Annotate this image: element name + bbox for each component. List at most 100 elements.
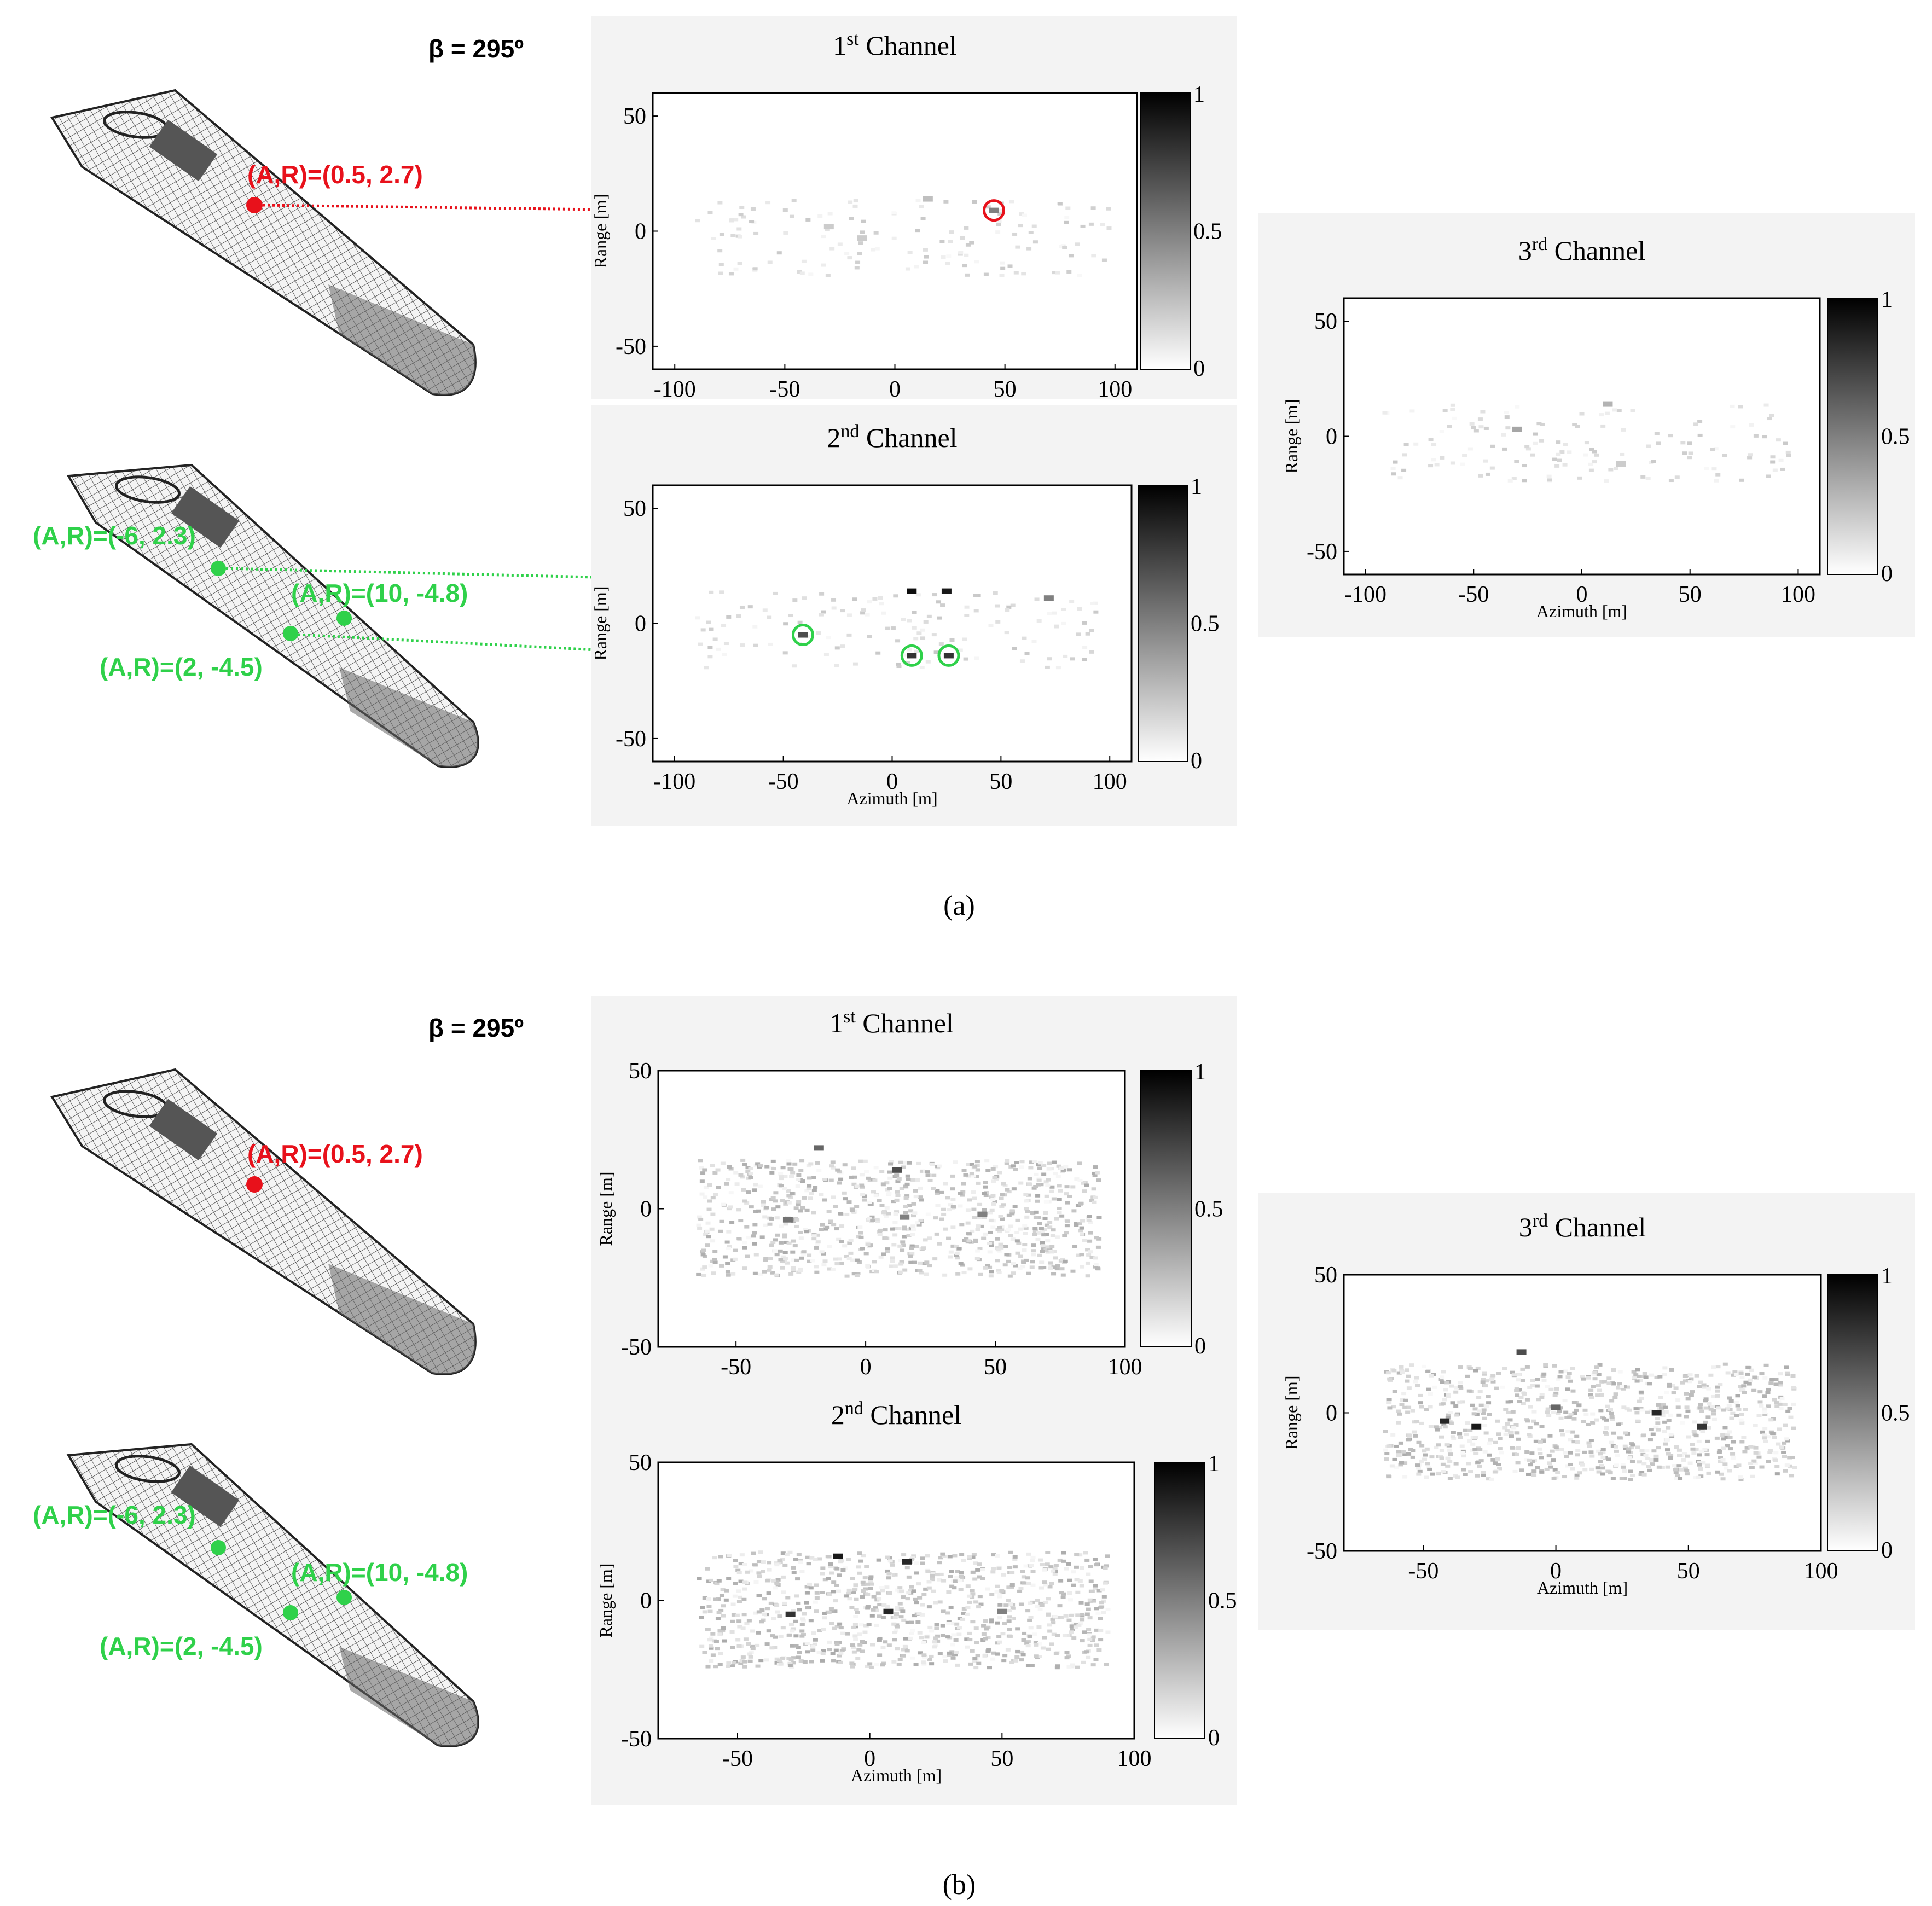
clutter-pixel — [1719, 1472, 1724, 1476]
clutter-pixel — [1485, 472, 1490, 476]
clutter-pixel — [877, 1228, 883, 1232]
clutter-pixel — [800, 1619, 806, 1623]
clutter-pixel — [783, 1222, 788, 1226]
clutter-pixel — [993, 1165, 999, 1169]
clutter-pixel — [1036, 1163, 1041, 1167]
clutter-pixel — [872, 1178, 878, 1182]
clutter-pixel — [1525, 1419, 1530, 1423]
clutter-pixel — [1778, 1383, 1783, 1387]
clutter-pixel — [941, 1207, 947, 1211]
clutter-pixel — [1774, 1465, 1780, 1468]
clutter-pixel — [1462, 454, 1467, 457]
plot-area — [1343, 1274, 1822, 1552]
clutter-pixel — [1638, 1379, 1643, 1382]
clutter-pixel — [733, 267, 739, 271]
clutter-pixel — [706, 620, 711, 624]
clutter-pixel — [1657, 1375, 1663, 1379]
clutter-pixel — [894, 1623, 900, 1627]
clutter-pixel — [1653, 1458, 1659, 1462]
clutter-pixel — [1441, 1470, 1446, 1474]
clutter-pixel — [988, 1274, 994, 1278]
clutter-pixel — [1042, 1568, 1047, 1572]
clutter-pixel — [820, 1590, 825, 1594]
clutter-pixel — [901, 1595, 906, 1599]
clutter-pixel — [837, 242, 843, 246]
clutter-pixel — [1472, 1407, 1478, 1411]
clutter-pixel — [780, 1266, 785, 1270]
clutter-pixel — [1004, 1161, 1009, 1165]
clutter-pixel — [777, 1614, 782, 1618]
clutter-pixel — [1785, 1439, 1790, 1443]
clutter-pixel — [970, 1555, 976, 1559]
clutter-pixel — [1063, 1259, 1068, 1263]
clutter-pixel — [1555, 1471, 1560, 1474]
clutter-pixel — [1390, 1433, 1396, 1437]
clutter-pixel — [1516, 1437, 1521, 1441]
clutter-pixel — [1034, 1643, 1039, 1647]
clutter-pixel — [1101, 258, 1107, 262]
clutter-pixel — [1733, 1465, 1739, 1468]
clutter-pixel — [1716, 1450, 1722, 1454]
clutter-pixel — [794, 1594, 799, 1598]
clutter-pixel — [705, 1628, 710, 1631]
clutter-pixel — [862, 1194, 867, 1198]
clutter-pixel — [720, 1628, 726, 1632]
red-arrow — [262, 204, 979, 224]
clutter-pixel — [1619, 1385, 1624, 1388]
clutter-pixel — [1646, 1465, 1651, 1468]
clutter-pixel — [1081, 1660, 1086, 1664]
clutter-pixel — [845, 1632, 850, 1636]
clutter-pixel — [1403, 1398, 1408, 1402]
clutter-pixel — [976, 1661, 982, 1665]
clutter-pixel — [963, 657, 968, 661]
clutter-pixel — [987, 1250, 993, 1254]
clutter-pixel — [1028, 1626, 1034, 1630]
clutter-pixel — [1100, 223, 1105, 226]
clutter-pixel — [1089, 1589, 1095, 1593]
clutter-pixel — [1431, 443, 1437, 446]
scatterer-peak — [814, 1145, 824, 1151]
clutter-pixel — [1440, 1402, 1446, 1406]
clutter-pixel — [1029, 1664, 1035, 1667]
clutter-pixel — [700, 1171, 706, 1175]
clutter-pixel — [960, 1190, 966, 1194]
clutter-pixel — [1412, 1420, 1417, 1424]
clutter-pixel — [1022, 1581, 1027, 1585]
clutter-pixel — [793, 1206, 799, 1210]
clutter-pixel — [947, 1208, 952, 1212]
clutter-pixel — [1496, 1372, 1501, 1375]
clutter-pixel — [1023, 1231, 1028, 1235]
clutter-pixel — [1588, 1450, 1594, 1454]
clutter-pixel — [1486, 1477, 1491, 1481]
clutter-pixel — [860, 611, 866, 615]
clutter-pixel — [884, 1585, 890, 1589]
clutter-pixel — [1617, 1370, 1623, 1374]
clutter-pixel — [1694, 1374, 1699, 1378]
clutter-pixel — [1715, 1365, 1721, 1369]
clutter-pixel — [738, 213, 744, 217]
clutter-pixel — [919, 1169, 925, 1173]
clutter-pixel — [1457, 1432, 1463, 1436]
clutter-pixel — [1609, 1415, 1615, 1419]
x-tick-label: 0 — [860, 1355, 872, 1380]
clutter-pixel — [713, 1665, 718, 1669]
clutter-pixel — [1042, 1580, 1047, 1584]
clutter-pixel — [1092, 1173, 1098, 1177]
clutter-pixel — [822, 1611, 827, 1615]
clutter-pixel — [954, 1651, 959, 1654]
clutter-pixel — [1455, 1475, 1460, 1479]
clutter-pixel — [1006, 1599, 1011, 1602]
clutter-pixel — [1028, 1601, 1033, 1605]
clutter-pixel — [1779, 1397, 1785, 1401]
clutter-pixel — [1772, 1398, 1777, 1402]
clutter-pixel — [755, 1664, 761, 1668]
clutter-pixel — [749, 1205, 754, 1209]
clutter-pixel — [900, 1609, 906, 1613]
clutter-pixel — [1447, 1448, 1452, 1452]
y-tick-label: 50 — [629, 1450, 652, 1475]
colorbar-tick-label: 1 — [1881, 1264, 1893, 1289]
green-scatterer-marker — [336, 1590, 352, 1605]
clutter-pixel — [799, 1629, 805, 1633]
clutter-pixel — [1557, 1375, 1563, 1379]
clutter-pixel — [1013, 271, 1019, 275]
